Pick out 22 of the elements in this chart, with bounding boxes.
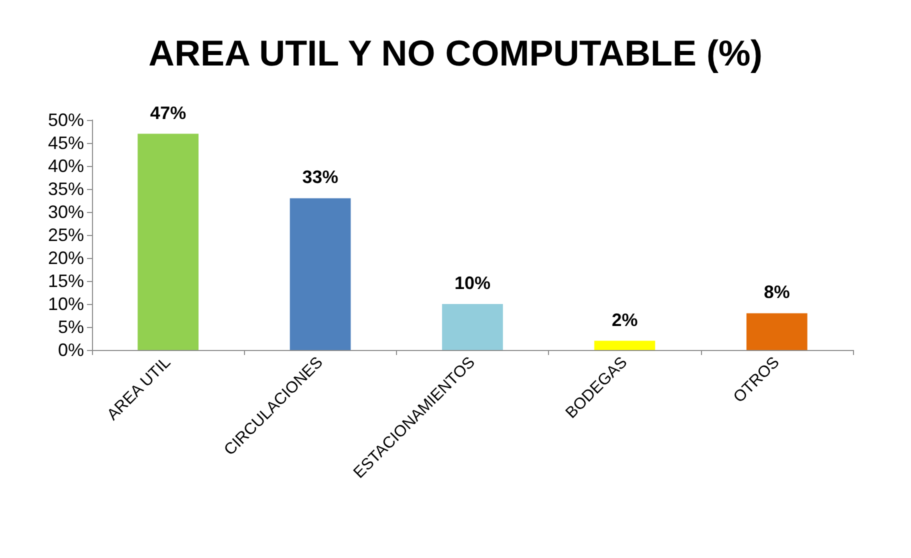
y-tick-label: 40% [48, 156, 84, 176]
data-label: 33% [302, 167, 338, 188]
data-label: 8% [764, 282, 790, 302]
bar [442, 304, 503, 350]
y-tick-label: 15% [48, 271, 84, 291]
y-tick-label: 35% [48, 179, 84, 199]
chart-title: AREA UTIL Y NO COMPUTABLE (%) [148, 32, 763, 74]
y-tick-label: 20% [48, 248, 84, 268]
bar [746, 313, 808, 350]
data-label: 10% [454, 273, 491, 293]
y-tick-label: 10% [48, 294, 84, 314]
y-tick-label: 45% [48, 133, 84, 153]
y-tick-label: 30% [48, 202, 84, 222]
bar [138, 134, 199, 350]
data-label: 47% [150, 102, 186, 123]
bar [594, 340, 656, 350]
y-tick-label: 25% [48, 225, 84, 245]
bar [290, 198, 351, 350]
y-tick-label: 0% [58, 340, 84, 360]
y-tick-label: 50% [48, 110, 84, 130]
data-label: 2% [612, 310, 638, 330]
y-tick-label: 5% [58, 317, 84, 337]
